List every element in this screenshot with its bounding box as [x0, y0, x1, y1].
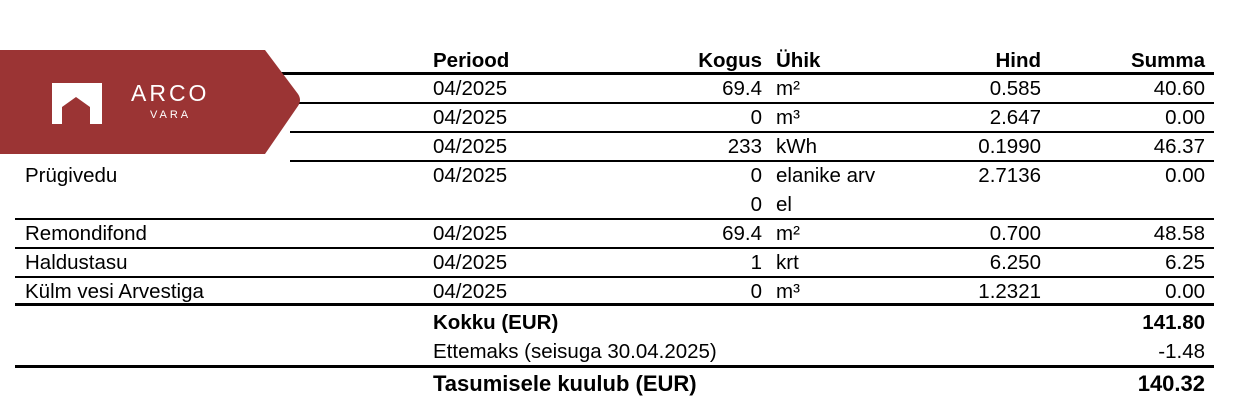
row-divider	[290, 102, 1214, 104]
cell-name: Remondifond	[25, 222, 147, 245]
cell-unit: m²	[776, 77, 800, 100]
cell-period: 04/2025	[433, 164, 508, 187]
cell-price: 0.1990	[978, 135, 1041, 158]
logo-sub: VARA	[150, 109, 192, 121]
table-row: 0 el	[0, 190, 1259, 219]
cell-name: Prügivedu	[25, 164, 118, 187]
cell-price: 6.250	[989, 251, 1041, 274]
row-divider	[15, 247, 1214, 249]
cell-unit: m³	[776, 106, 800, 129]
cell-qty: 0	[750, 280, 762, 303]
cell-period: 04/2025	[433, 222, 508, 245]
due-label: Tasumisele kuulub (EUR)	[433, 371, 697, 396]
cell-unit: m²	[776, 222, 800, 245]
cell-sum: 46.37	[1153, 135, 1205, 158]
header-period: Periood	[433, 49, 510, 72]
cell-price: 2.647	[989, 106, 1041, 129]
cell-period: 04/2025	[433, 135, 508, 158]
cell-unit: krt	[776, 251, 799, 274]
due-divider	[15, 365, 1214, 368]
table-row: 04/2025 233 kWh 0.1990 46.37	[0, 132, 1259, 161]
logo-banner	[0, 50, 300, 154]
cell-sum: 0.00	[1165, 164, 1205, 187]
cell-sum: 0.00	[1165, 106, 1205, 129]
cell-sum: 40.60	[1153, 77, 1205, 100]
row-divider	[15, 276, 1214, 278]
cell-qty: 1	[750, 251, 762, 274]
cell-qty: 233	[727, 135, 762, 158]
cell-unit: m³	[776, 280, 800, 303]
table-row: Remondifond 04/2025 69.4 m² 0.700 48.58	[0, 219, 1259, 248]
header-divider	[280, 72, 1214, 75]
cell-qty: 0	[750, 106, 762, 129]
cell-price: 0.700	[989, 222, 1041, 245]
cell-price: 1.2321	[978, 280, 1041, 303]
cell-unit: el	[776, 193, 792, 216]
table-row: Prügivedu 04/2025 0 elanike arv 2.7136 0.00	[0, 161, 1259, 190]
cell-qty: 0	[750, 164, 762, 187]
arco-vara-logo: ARCO VARA	[0, 50, 305, 154]
logo-name: ARCO	[131, 80, 210, 106]
totals-divider	[15, 303, 1214, 306]
cell-name: Haldustasu	[25, 251, 128, 274]
table-row: Külm vesi Arvestiga 04/2025 0 m³ 1.2321 0.00	[0, 277, 1259, 306]
cell-unit: elanike arv	[776, 164, 876, 187]
cell-qty: 69.4	[722, 222, 762, 245]
row-divider	[290, 160, 1214, 162]
cell-unit: kWh	[776, 135, 817, 158]
prepay-label: Ettemaks (seisuga 30.04.2025)	[433, 340, 717, 363]
cell-price: 0.585	[989, 77, 1041, 100]
header-price: Hind	[995, 49, 1041, 72]
cell-period: 04/2025	[433, 77, 508, 100]
cell-period: 04/2025	[433, 106, 508, 129]
cell-price: 2.7136	[978, 164, 1041, 187]
table-row: 04/2025 0 m³ 2.647 0.00	[0, 103, 1259, 132]
header-sum: Summa	[1130, 49, 1205, 72]
total-value: 141.80	[1142, 311, 1205, 334]
row-divider	[15, 218, 1214, 220]
header-qty: Kogus	[698, 49, 762, 72]
total-label: Kokku (EUR)	[433, 311, 559, 334]
prepay-value: -1.48	[1158, 340, 1205, 363]
table-row: 04/2025 69.4 m² 0.585 40.60	[0, 74, 1259, 103]
header-unit: Ühik	[776, 49, 821, 72]
due-value: 140.32	[1137, 371, 1205, 396]
row-divider	[290, 131, 1214, 133]
table-row: Haldustasu 04/2025 1 krt 6.250 6.25	[0, 248, 1259, 277]
cell-sum: 48.58	[1153, 222, 1205, 245]
cell-qty: 0	[750, 193, 762, 216]
table-header: Periood Kogus Ühik Hind Summa	[0, 46, 1259, 75]
cell-name: Külm vesi Arvestiga	[25, 280, 204, 303]
cell-sum: 6.25	[1165, 251, 1205, 274]
cell-period: 04/2025	[433, 280, 508, 303]
cell-sum: 0.00	[1165, 280, 1205, 303]
cell-period: 04/2025	[433, 251, 508, 274]
cell-qty: 69.4	[722, 77, 762, 100]
